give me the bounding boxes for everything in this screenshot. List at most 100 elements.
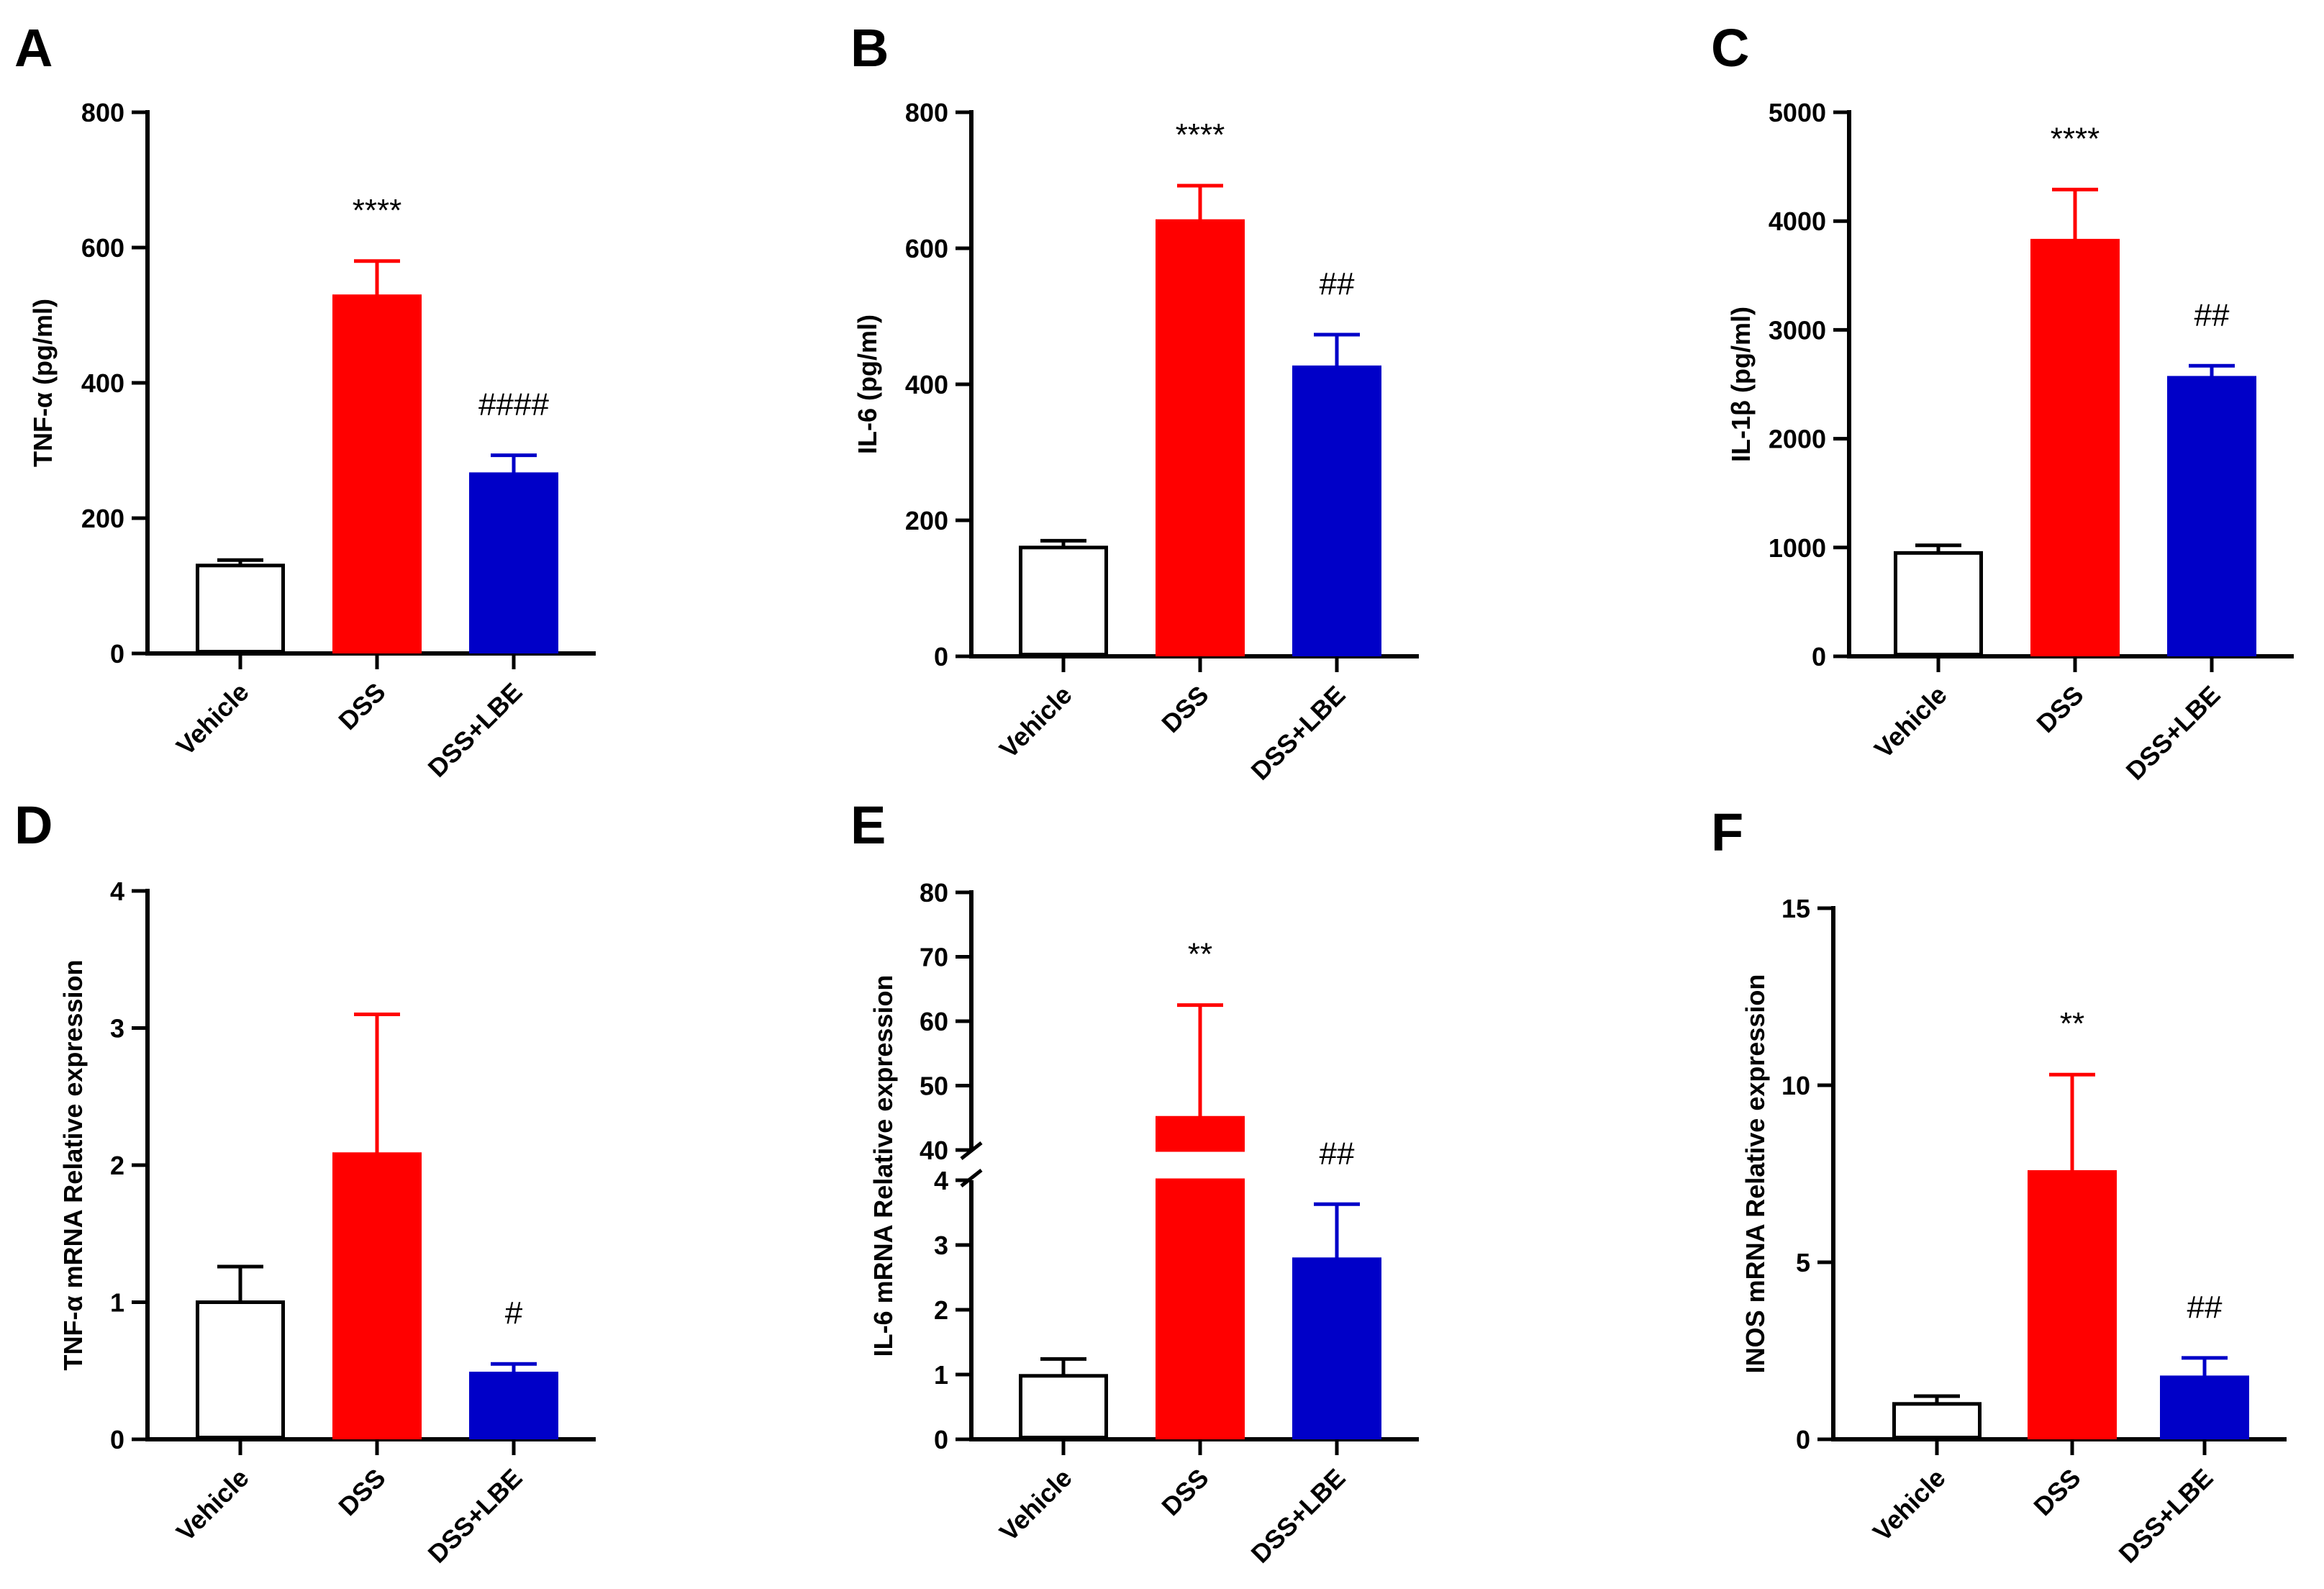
category-label-dss-lbe: DSS+LBE: [1245, 1463, 1351, 1569]
bar-dss-lbe: [2160, 1375, 2249, 1440]
significance-label: ##: [1320, 1136, 1355, 1171]
significance-label: ##: [2187, 1290, 2223, 1325]
y-tick-label: 0: [110, 639, 124, 669]
bar-vehicle: [196, 563, 285, 653]
y-axis-title: IL-6 (pg/ml): [853, 314, 882, 454]
y-tick-label: 2: [934, 1295, 948, 1325]
y-tick-label: 2: [110, 1151, 124, 1180]
category-label-vehicle: Vehicle: [171, 1463, 255, 1547]
y-tick-label: 400: [905, 370, 948, 399]
y-tick-label: 200: [81, 504, 124, 533]
category-label-vehicle: Vehicle: [1869, 680, 1953, 764]
y-tick-label: 15: [1781, 894, 1810, 923]
bar-vehicle: [1019, 545, 1108, 656]
y-tick-label: 800: [905, 98, 948, 127]
y-tick-label: 3: [110, 1014, 124, 1044]
y-tick-label: 800: [81, 98, 124, 127]
y-tick-label: 50: [920, 1072, 948, 1101]
axis-break-mark: [960, 1169, 983, 1187]
y-tick-label: 10: [1781, 1071, 1810, 1100]
y-tick-label: 0: [934, 1425, 948, 1454]
y-axis-title: IL-1β (pg/ml): [1726, 307, 1756, 462]
y-axis-title: TNF-α (pg/ml): [28, 299, 58, 467]
category-label-vehicle: Vehicle: [994, 1463, 1078, 1547]
panel-a-letter: A: [14, 18, 53, 78]
significance-label: #: [505, 1295, 523, 1331]
y-tick-label: 1: [934, 1360, 948, 1390]
bar-dss: [2030, 238, 2120, 656]
y-tick-label: 4: [934, 1166, 948, 1195]
bar-dss-lbe: [469, 472, 558, 654]
y-tick-label: 5: [1796, 1248, 1810, 1277]
bar-dss-lbe: [469, 1372, 558, 1440]
bar-dss-lower: [1156, 1178, 1245, 1439]
category-label-dss: DSS: [2030, 680, 2089, 738]
y-axis-title: TNF-α mRNA Relative expression: [58, 960, 88, 1371]
y-tick-label: 2000: [1769, 425, 1826, 454]
y-tick-label: 0: [1812, 642, 1826, 671]
y-tick-label: 600: [905, 234, 948, 263]
panel-c: C 0 1000 2000 3000 4000 5000 IL-1β (pg/ml) Vehic…: [1711, 18, 2294, 786]
y-tick-label: 0: [110, 1425, 124, 1454]
y-tick-label: 600: [81, 233, 124, 263]
y-tick-label: 200: [905, 506, 948, 535]
bar-dss-lbe: [1292, 1257, 1381, 1440]
category-label-dss-lbe: DSS+LBE: [422, 1463, 528, 1569]
y-tick-label: 80: [920, 878, 948, 907]
bar-dss: [332, 1152, 422, 1439]
bar-dss: [2028, 1170, 2117, 1440]
significance-label: **: [2060, 1006, 2084, 1041]
bar-dss-lbe: [1292, 365, 1381, 656]
y-tick-label: 3000: [1769, 315, 1826, 345]
bar-dss: [332, 294, 422, 653]
significance-label: ****: [2051, 121, 2100, 156]
significance-label: ##: [1320, 266, 1355, 302]
panel-f: F 0 5 10 15 INOS mRNA Relative expression Vehi…: [1711, 802, 2287, 1569]
category-label-vehicle: Vehicle: [994, 680, 1078, 764]
category-label-dss: DSS: [1156, 680, 1214, 738]
significance-label: ****: [353, 193, 402, 228]
category-label-dss-lbe: DSS+LBE: [2120, 680, 2226, 786]
y-axis-title: INOS mRNA Relative expression: [1740, 974, 1770, 1374]
panel-d: D 0 1 2 3 4 TNF-α mRNA Relative expression Vehi…: [14, 795, 596, 1569]
panel-f-letter: F: [1711, 802, 1743, 862]
bar-vehicle: [1019, 1374, 1108, 1440]
significance-label: ****: [1176, 117, 1225, 153]
category-label-dss-lbe: DSS+LBE: [1245, 680, 1351, 786]
bar-vehicle: [1892, 1402, 1982, 1440]
y-tick-label: 4000: [1769, 207, 1826, 236]
category-label-dss: DSS: [1156, 1463, 1214, 1521]
y-tick-label: 4: [110, 877, 124, 906]
y-tick-label: 1: [110, 1288, 124, 1318]
y-tick-label: 5000: [1769, 98, 1826, 127]
bar-dss: [1156, 219, 1245, 656]
y-axis-title: IL-6 mRNA Relative expression: [868, 975, 898, 1357]
panel-c-letter: C: [1711, 18, 1749, 78]
y-tick-label: 3: [934, 1231, 948, 1260]
bar-dss-lbe: [2167, 376, 2256, 656]
panel-b-letter: B: [850, 18, 889, 78]
panel-e-letter: E: [850, 795, 886, 855]
y-tick-label: 1000: [1769, 533, 1826, 563]
y-tick-label: 0: [1796, 1425, 1810, 1454]
y-tick-label: 0: [934, 642, 948, 671]
panel-e: E 0 1 2 3 440 50 60 70 80 IL-6 mRNA Relative expre…: [850, 795, 1419, 1569]
bar-vehicle: [1894, 551, 1983, 656]
significance-label: ####: [478, 387, 549, 422]
y-tick-label: 60: [920, 1007, 948, 1036]
category-label-dss: DSS: [2028, 1463, 2086, 1521]
significance-label: **: [1188, 937, 1212, 972]
bar-vehicle: [196, 1300, 285, 1439]
bar-dss-upper: [1156, 1115, 1245, 1152]
y-tick-label: 70: [920, 943, 948, 972]
panel-a: A 0 200 400 600 800 TNF-α (pg/ml) Vehicle DSS ***…: [14, 18, 596, 783]
panel-b: B 0 200 400 600 800 IL-6 (pg/ml) Vehicle DSS ****…: [850, 18, 1419, 786]
significance-label: ##: [2194, 297, 2230, 332]
category-label-dss-lbe: DSS+LBE: [422, 677, 528, 783]
y-tick-label: 400: [81, 368, 124, 398]
category-label-dss-lbe: DSS+LBE: [2113, 1463, 2219, 1569]
y-tick-label: 40: [920, 1136, 948, 1165]
category-label-dss: DSS: [332, 1463, 391, 1521]
panel-d-letter: D: [14, 795, 53, 855]
